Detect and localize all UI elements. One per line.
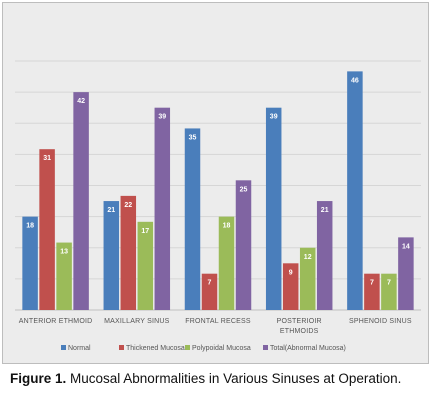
bar-normal-maxillary-sinus (103, 201, 120, 310)
data-label: 25 (240, 186, 248, 193)
x-tick-label: FRONTAL RECESS (185, 318, 251, 325)
data-label: 17 (141, 228, 149, 235)
legend-swatch (263, 345, 268, 350)
data-label: 7 (370, 280, 374, 287)
bar-polypoidal-mucosa-maxillary-sinus (137, 221, 154, 310)
data-label: 35 (189, 134, 197, 141)
bar-thickened-mucosa-frontal-recess (201, 273, 218, 310)
caption-label: Figure 1. (10, 371, 67, 386)
bar-total-abnormal-mucosa-anterior-ethmoid (73, 92, 89, 310)
data-label: 18 (26, 223, 34, 230)
data-label: 31 (43, 155, 51, 162)
legend-swatch (185, 345, 190, 350)
bar-normal-frontal-recess (184, 128, 201, 310)
bar-polypoidal-mucosa-frontal-recess (218, 216, 235, 310)
bar-normal-sphenoid-sinus (347, 71, 363, 310)
bar-polypoidal-mucosa-anterior-ethmoid (56, 242, 72, 310)
bar-normal-anterior-ethmoid (22, 216, 38, 310)
bar-polypoidal-mucosa-posterioir-ethmoids (299, 247, 316, 310)
legend-label: Normal (68, 345, 91, 352)
data-label: 39 (270, 114, 278, 121)
x-tick-label: POSTERIOIR (277, 318, 322, 325)
bar-polypoidal-mucosa-sphenoid-sinus (381, 273, 397, 310)
data-label: 46 (351, 77, 359, 84)
bar-normal-posterioir-ethmoids (265, 107, 282, 310)
data-label: 7 (387, 280, 391, 287)
legend-label: Polypoidal Mucosa (192, 345, 251, 352)
x-tick-label: ANTERIOR ETHMOID (19, 318, 93, 325)
bar-thickened-mucosa-sphenoid-sinus (364, 273, 380, 310)
data-label: 18 (223, 223, 231, 230)
data-label: 14 (402, 243, 410, 250)
legend-swatch (61, 345, 66, 350)
caption-text: Mucosal Abnormalities in Various Sinuses… (66, 371, 402, 386)
data-label: 21 (321, 207, 329, 214)
bar-total-abnormal-mucosa-sphenoid-sinus (398, 237, 414, 310)
figure-caption: Figure 1. Mucosal Abnormalities in Vario… (10, 371, 430, 386)
data-label: 21 (107, 207, 115, 214)
x-tick-label: ETHMOIDS (280, 328, 319, 335)
data-label: 13 (60, 249, 68, 256)
legend: Normal Thickened Mucosa Polypoidal Mucosa T… (61, 345, 346, 352)
data-label: 9 (289, 269, 293, 276)
bar-thickened-mucosa-posterioir-ethmoids (282, 263, 299, 310)
legend-label: Total(Abnormal Mucosa) (270, 345, 346, 352)
data-label: 22 (124, 202, 132, 209)
x-tick-label: SPHENOID SINUS (349, 318, 412, 325)
legend-swatch (119, 345, 124, 350)
data-label: 39 (158, 114, 166, 121)
data-label: 42 (77, 98, 85, 105)
legend-label: Thickened Mucosa (126, 345, 185, 352)
bar-total-abnormal-mucosa-frontal-recess (235, 180, 252, 310)
data-label: 12 (304, 254, 312, 261)
bar-total-abnormal-mucosa-posterioir-ethmoids (316, 201, 333, 310)
bar-thickened-mucosa-maxillary-sinus (120, 195, 137, 310)
data-label: 7 (208, 280, 212, 287)
bar-thickened-mucosa-anterior-ethmoid (39, 149, 55, 310)
x-tick-label: MAXILLARY SINUS (104, 318, 170, 325)
bar-chart: 18 31 13 42 ANTERIOR ETHMOID 21 22 17 39 MAXILLAR… (15, 60, 421, 352)
chart-frame: 18 31 13 42 ANTERIOR ETHMOID 21 22 17 39 MAXILLAR… (2, 2, 429, 364)
bar-total-abnormal-mucosa-maxillary-sinus (154, 107, 171, 310)
